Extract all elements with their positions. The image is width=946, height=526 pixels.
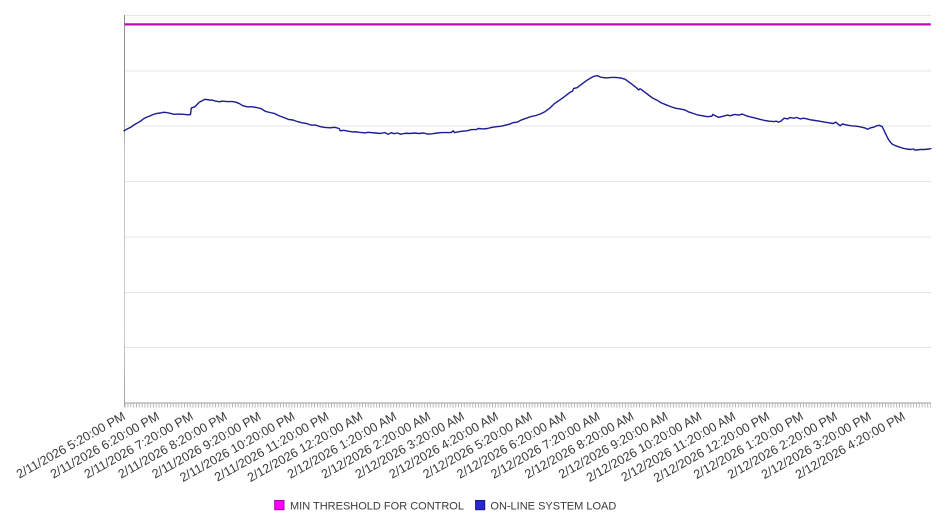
svg-text:MIN THRESHOLD FOR CONTROL: MIN THRESHOLD FOR CONTROL <box>290 501 464 513</box>
svg-text:ON-LINE SYSTEM LOAD: ON-LINE SYSTEM LOAD <box>490 501 616 513</box>
